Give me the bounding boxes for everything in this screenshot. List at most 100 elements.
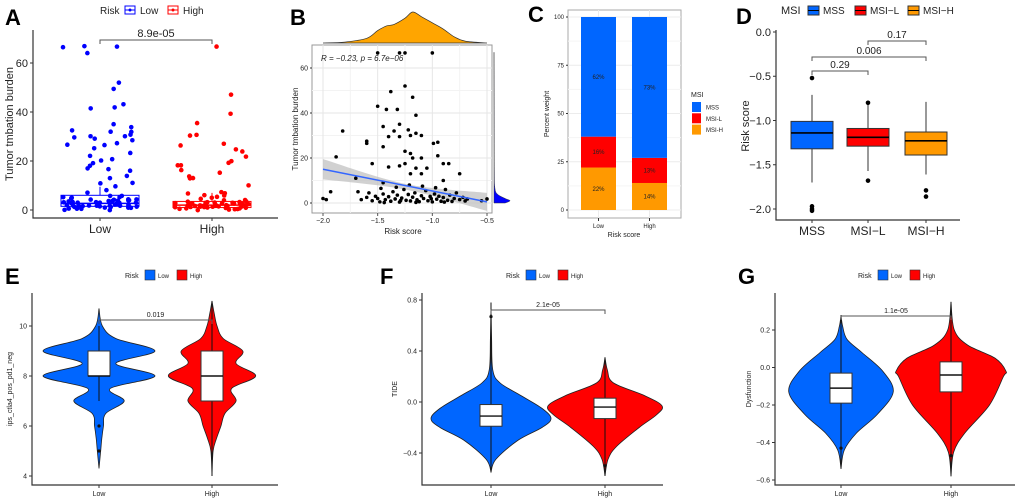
panel-c-stacked-bar: 0 25 50 75 100 22% 16% 62% 14% 13% 73% Low HighRisk …: [544, 9, 682, 239]
bar-value-label: 62%: [592, 75, 605, 81]
axis-lines: [775, 30, 960, 221]
data-point: [414, 200, 418, 205]
data-point: [223, 202, 229, 208]
bar-segment-msi-h: [581, 167, 616, 210]
data-point: [433, 185, 438, 190]
data-point: [403, 149, 407, 154]
data-point: [127, 150, 133, 156]
data-point: [246, 183, 251, 188]
legend-title: MSI: [781, 5, 801, 17]
legend-label: MSI-L: [706, 117, 723, 123]
data-point: [429, 196, 434, 201]
legend-title: Risk: [506, 273, 520, 280]
data-point: [408, 133, 413, 138]
data-point: [452, 196, 457, 201]
data-point: [108, 204, 114, 210]
data-point: [398, 198, 403, 203]
data-point: [402, 187, 406, 192]
data-point: [104, 187, 109, 193]
data-point: [126, 198, 131, 203]
data-point: [88, 133, 93, 139]
data-point: [88, 106, 93, 111]
x-tick-label: High: [200, 222, 225, 236]
data-point: [388, 199, 393, 203]
legend-title: Risk: [100, 6, 120, 17]
data-point: [442, 200, 447, 204]
data-point: [485, 197, 489, 201]
legend-risk: Risk Low High: [100, 5, 204, 17]
p-value-label: 1.1e-05: [884, 308, 908, 315]
legend-label: Low: [158, 274, 170, 280]
data-point: [237, 201, 243, 206]
data-point: [404, 198, 408, 203]
x-tick-label: MSI−L: [850, 224, 885, 238]
data-point: [128, 205, 134, 211]
data-point: [383, 197, 388, 202]
y-tick-label: 40: [16, 107, 28, 119]
y-tick-label: 0: [561, 208, 565, 214]
data-point: [375, 104, 380, 109]
outlier-point: [865, 100, 871, 106]
data-point: [87, 153, 93, 159]
data-point: [130, 180, 135, 186]
y-axis-title: Risk score: [740, 100, 752, 151]
panel-label-f: F: [380, 264, 393, 289]
legend-key: [525, 269, 537, 281]
outlier-point: [949, 454, 953, 458]
data-point: [178, 167, 184, 173]
x-tick-label: −0.5: [480, 218, 494, 225]
data-point: [354, 176, 358, 181]
y-tick-label: −0.4: [756, 440, 770, 447]
outlier-point: [865, 178, 871, 183]
panel-label-e: E: [5, 264, 20, 289]
data-point: [436, 153, 440, 158]
panel-label-c: C: [528, 2, 544, 27]
data-point: [434, 197, 439, 201]
data-point: [221, 141, 227, 147]
x-tick-label: Low: [485, 491, 499, 498]
data-point: [419, 194, 424, 198]
bar-segment-mss: [581, 17, 616, 137]
y-tick-label: −0.4: [403, 450, 417, 457]
y-tick-label: 10: [19, 323, 27, 330]
y-tick-label: 75: [557, 63, 564, 69]
data-point: [78, 204, 83, 209]
data-point: [334, 155, 338, 159]
data-point: [426, 198, 430, 203]
data-point: [403, 51, 407, 55]
bar-segment-msi-h: [632, 182, 667, 210]
axis-lines: [31, 293, 278, 486]
data-point: [445, 198, 450, 203]
data-point: [107, 193, 113, 199]
data-point: [406, 192, 411, 197]
y-axis-title: Percent weight: [544, 91, 551, 137]
data-point: [106, 198, 111, 204]
data-point: [202, 192, 207, 198]
data-point: [69, 128, 75, 133]
data-point: [102, 205, 108, 210]
data-point: [121, 101, 126, 107]
data-point: [214, 44, 219, 49]
data-point: [419, 133, 424, 138]
significance-bracket: [867, 40, 927, 45]
data-point: [359, 197, 364, 202]
data-point: [64, 202, 70, 208]
box: [939, 361, 963, 393]
data-point: [109, 156, 115, 162]
box: [87, 350, 111, 377]
y-tick-label: 0.0: [407, 399, 417, 406]
significance-bracket: [840, 315, 952, 320]
data-point: [391, 189, 395, 194]
p-value-label: 2.1e-05: [536, 302, 560, 309]
y-tick-label: −1.5: [749, 160, 771, 172]
data-point: [114, 201, 119, 206]
data-point: [60, 194, 66, 200]
x-tick-label: Low: [835, 491, 849, 498]
bar-value-label: 14%: [643, 194, 656, 200]
significance-bracket: [490, 309, 606, 314]
data-point: [328, 189, 333, 194]
legend-msi: MSI MSS MSI-L MSI-H: [691, 92, 723, 135]
data-point: [70, 199, 75, 205]
panel-label-b: B: [290, 5, 306, 30]
